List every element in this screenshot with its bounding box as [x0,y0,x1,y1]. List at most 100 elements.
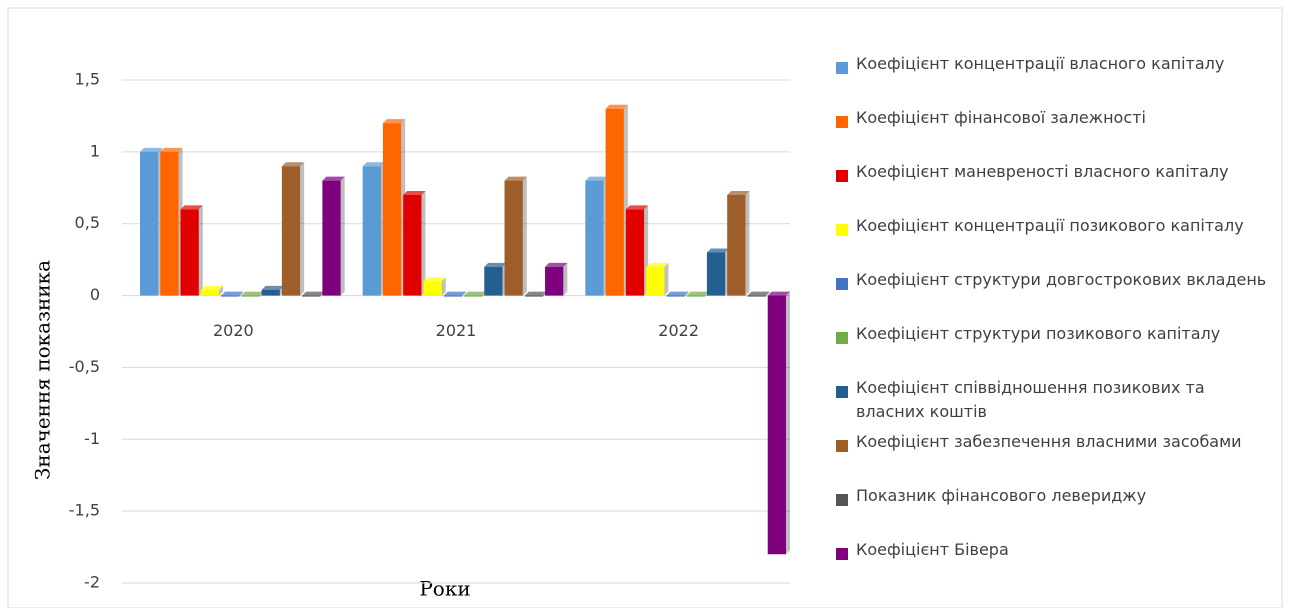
bar-top [322,176,345,181]
bar-side [421,190,426,296]
bar-side [462,291,466,297]
legend-item: Коефіцієнт співвідношення позикових та в… [836,376,1276,430]
bar-side [340,176,345,296]
bar [464,295,483,297]
legend-item: Коефіцієнт маневреності власного капітал… [836,160,1276,214]
bar-side [563,262,568,296]
legend-label: Коефіцієнт забезпечення власними засобам… [856,432,1242,451]
y-tick-label: 1,5 [75,70,100,89]
bar-side [239,291,244,297]
bar [403,194,422,296]
bar-top [443,291,466,296]
y-tick-label: -2 [84,573,100,592]
bar [281,166,301,296]
bar-top [362,162,385,167]
bar-top [423,277,446,282]
legend-swatch [836,224,848,236]
bar-side [684,291,689,297]
bar [524,295,544,297]
bar-top [160,147,183,152]
y-tick-label: -1 [84,429,100,448]
y-tick-label: -0,5 [69,357,100,376]
legend-swatch [836,62,848,74]
x-tick-label: 2020 [213,321,254,340]
bar-side [786,291,790,555]
bar [160,151,179,296]
bar-side [522,176,527,296]
legend-item: Коефіцієнт концентрації власного капітал… [836,52,1276,106]
legend-swatch [836,332,848,344]
legend-item: Коефіцієнт концентрації позикового капіт… [836,214,1276,268]
bar [686,295,705,297]
legend-label: Коефіцієнт фінансової залежності [856,108,1146,127]
bar [767,295,786,555]
bar-top [747,291,770,296]
bar [727,194,746,296]
legend-label: Коефіцієнт співвідношення позикових та в… [856,378,1205,421]
bar [261,289,280,296]
bar-side [300,162,305,296]
legend-swatch [836,116,848,128]
bar-top [706,248,730,253]
bar [382,123,402,296]
bar [625,209,645,296]
bar [241,295,260,297]
chart-border [7,7,1283,608]
bar-top [767,291,790,296]
bar-top [625,205,649,210]
bar [200,289,220,296]
bar-top [666,291,689,296]
bar-side [441,277,446,296]
y-tick-label: -1,5 [69,501,100,520]
legend-label: Коефіцієнт концентрації позикового капіт… [856,216,1244,235]
y-tick-label: 1 [90,141,100,160]
bar-top [545,262,568,267]
legend-swatch [836,386,848,398]
legend-swatch [836,548,848,560]
legend-item: Коефіцієнт структури довгострокових вкла… [836,268,1276,322]
bar-top [261,285,284,290]
bar [646,266,665,296]
bar [585,180,604,296]
bar-top [382,119,406,124]
y-tick-label: 0,5 [75,213,100,232]
bar-top [302,291,325,296]
legend-item: Коефіцієнт структури позикового капіталу [836,322,1276,376]
legend-swatch [836,278,848,290]
legend-item: Коефіцієнт фінансової залежності [836,106,1276,160]
bar-top [686,291,709,296]
legend-item: Коефіцієнт Бівера [836,538,1276,592]
bar-side [765,291,770,297]
legend-label: Коефіцієнт Бівера [856,540,1009,559]
legend-label: Коефіцієнт маневреності власного капітал… [856,162,1229,181]
bar-side [219,285,224,296]
bar-top [221,291,244,296]
bar [545,266,564,296]
bar [666,295,685,297]
bar [221,295,240,297]
bar [504,180,523,296]
bar-side [198,205,203,296]
bar-side [745,190,750,296]
bar [423,281,442,296]
bar [443,295,462,297]
bar [180,209,199,296]
bar-top [646,262,669,267]
bar-top [727,190,750,195]
bar [322,180,341,296]
y-axis-label: Значення показника [31,260,55,480]
y-tick-label: 0 [90,285,100,304]
bar-top [605,104,628,109]
bar-side [664,262,669,296]
bar-top [464,291,487,296]
bar-top [585,176,608,181]
legend-swatch [836,494,848,506]
x-tick-label: 2022 [658,321,699,340]
bar-top [281,162,305,167]
legend-label: Коефіцієнт концентрації власного капітал… [856,54,1225,73]
legend-label: Коефіцієнт структури позикового капіталу [856,324,1221,343]
legend-swatch [836,170,848,182]
bar-top [140,147,163,152]
